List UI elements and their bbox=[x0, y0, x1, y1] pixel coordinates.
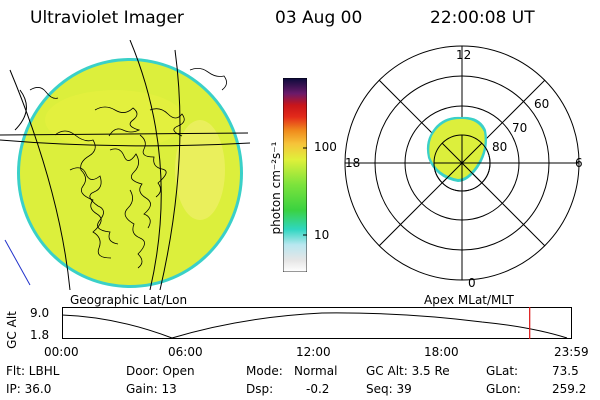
meridian-line bbox=[129, 40, 162, 290]
altitude-ymax: 9.0 bbox=[30, 306, 50, 320]
seq-info: Seq: 39 bbox=[366, 382, 412, 396]
glon-label: GLon: bbox=[486, 382, 521, 396]
geographic-image bbox=[0, 40, 251, 290]
gc-alt-info: GC Alt: 3.5 Re bbox=[366, 364, 450, 378]
meridian-line bbox=[9, 69, 71, 290]
colorbar-tick-100: 100 bbox=[314, 140, 337, 154]
mode-value: Normal bbox=[294, 364, 338, 378]
geographic-panel-label: Geographic Lat/Lon bbox=[70, 293, 188, 307]
time-tick-1800: 18:00 bbox=[424, 345, 459, 359]
apex-panel-label: Apex MLat/MLT bbox=[424, 293, 514, 307]
door-info: Door: Open bbox=[126, 364, 195, 378]
observation-date: 03 Aug 00 bbox=[275, 8, 363, 28]
glon-value: 259.2 bbox=[552, 382, 587, 396]
lat-label-80: 80 bbox=[492, 140, 508, 154]
altitude-ylabel: GC Alt bbox=[5, 311, 19, 349]
mlt-label-12: 12 bbox=[456, 48, 472, 62]
parallel-line bbox=[0, 132, 249, 136]
dsp-label: Dsp: bbox=[246, 382, 274, 396]
parallel-line bbox=[0, 139, 251, 147]
altitude-strip bbox=[62, 307, 572, 339]
mlt-label-18: 18 bbox=[345, 156, 361, 170]
glat-label: GLat: bbox=[486, 364, 519, 378]
colorbar-tick-10: 10 bbox=[314, 228, 330, 242]
dsp-value: -0.2 bbox=[306, 382, 330, 396]
time-tick-2359: 23:59 bbox=[554, 345, 589, 359]
ip-info: IP: 36.0 bbox=[6, 382, 52, 396]
aurora-oval bbox=[429, 118, 485, 179]
time-tick-0600: 06:00 bbox=[168, 345, 203, 359]
altitude-ymin: 1.8 bbox=[30, 328, 50, 342]
glat-value: 73.5 bbox=[552, 364, 579, 378]
lat-label-60: 60 bbox=[534, 97, 550, 111]
instrument-title: Ultraviolet Imager bbox=[30, 8, 184, 28]
mlt-label-6: 6 bbox=[575, 156, 583, 170]
filter-info: Flt: LBHL bbox=[6, 364, 60, 378]
observation-time: 22:00:08 UT bbox=[430, 8, 535, 28]
mode-label: Mode: bbox=[246, 364, 283, 378]
time-tick-0000: 00:00 bbox=[44, 345, 79, 359]
mlt-label-0: 0 bbox=[468, 276, 476, 290]
polar-plot bbox=[344, 45, 580, 281]
lat-label-70: 70 bbox=[512, 121, 528, 135]
meridian-line bbox=[159, 49, 181, 290]
gain-info: Gain: 13 bbox=[126, 382, 177, 396]
colorbar-label: photon cm⁻²s⁻¹ bbox=[269, 141, 283, 235]
time-tick-1200: 12:00 bbox=[296, 345, 331, 359]
colorbar bbox=[283, 78, 307, 272]
altitude-curve bbox=[62, 312, 568, 339]
